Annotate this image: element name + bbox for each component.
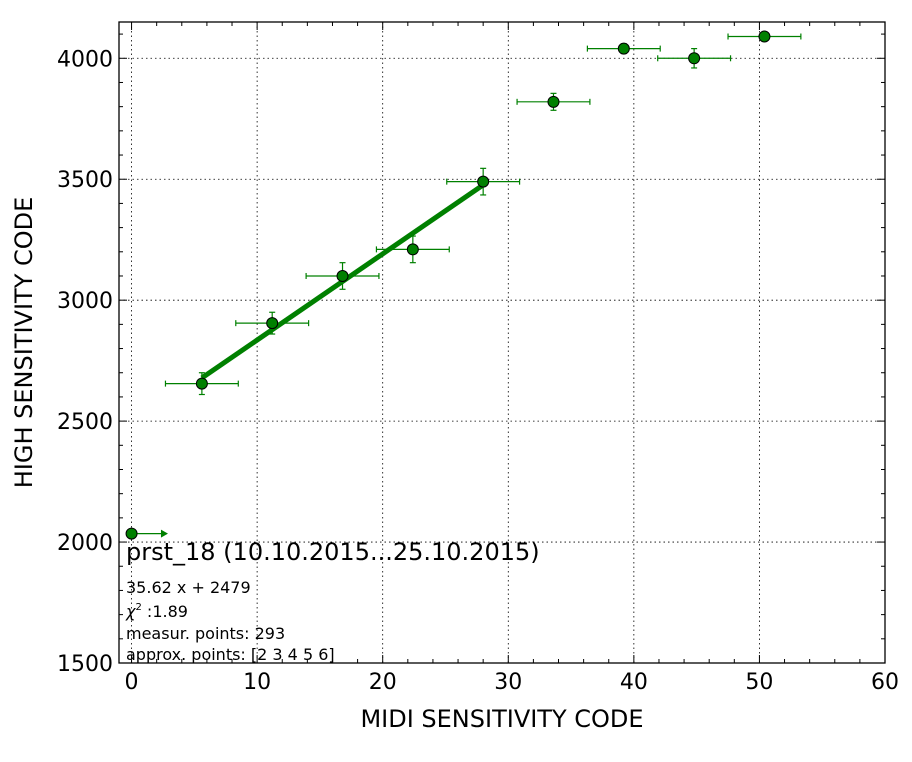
data-point-group [657, 48, 732, 69]
chi-value: :1.89 [142, 602, 188, 621]
data-point [195, 377, 208, 390]
upper-limit-point [125, 527, 138, 540]
data-point [477, 175, 490, 188]
data-point [266, 317, 279, 330]
annotation-measur-points: measur. points: 293 [126, 624, 285, 643]
data-point [406, 243, 419, 256]
y-tick-label: 1500 [57, 652, 113, 677]
y-tick-label: 3500 [57, 168, 113, 193]
points-layer [125, 30, 802, 540]
ticks: 0 10 20 30 40 50 60 1500 2000 2500 3000 3500 4000 [57, 22, 899, 695]
data-point [688, 52, 701, 65]
data-point-group [164, 372, 239, 396]
chi-symbol: χ [125, 602, 136, 621]
data-point-group [727, 30, 802, 43]
annotation-equation: 35.62 x + 2479 [126, 578, 251, 597]
data-point [336, 269, 349, 282]
plot-frame [118, 21, 886, 664]
limit-arrow-head [160, 529, 168, 538]
y-tick-label: 3000 [57, 289, 113, 314]
grid [119, 22, 886, 664]
y-tick-label: 2000 [57, 531, 113, 556]
data-point-group [235, 311, 310, 335]
data-point-group [516, 92, 591, 111]
data-point [758, 30, 771, 43]
x-tick-label: 60 [871, 670, 899, 695]
data-point [617, 42, 630, 55]
chi-superscript: 2 [135, 602, 141, 613]
x-axis-title: MIDI SENSITIVITY CODE [360, 705, 643, 733]
x-tick-label: 0 [125, 670, 139, 695]
annotations: prst_18 (10.10.2015...25.10.2015) 35.62 … [125, 538, 540, 664]
data-point [547, 95, 560, 108]
upper-limit-point-group [125, 527, 168, 540]
x-tick-label: 40 [620, 670, 648, 695]
annotation-approx-points: approx. points: [2 3 4 5 6] [126, 645, 335, 664]
data-point-group [586, 42, 661, 55]
x-tick-label: 30 [494, 670, 522, 695]
x-tick-label: 10 [243, 670, 271, 695]
data-point-group [446, 167, 521, 196]
annotation-chi-square: χ2 :1.89 [125, 602, 188, 621]
annotation-title: prst_18 (10.10.2015...25.10.2015) [126, 538, 540, 566]
data-point-group [305, 262, 380, 290]
y-axis-title: HIGH SENSITIVITY CODE [10, 197, 38, 489]
x-tick-label: 50 [745, 670, 773, 695]
data-point-group [375, 235, 450, 264]
y-tick-label: 2500 [57, 410, 113, 435]
x-tick-label: 20 [369, 670, 397, 695]
y-tick-label: 4000 [57, 47, 113, 72]
